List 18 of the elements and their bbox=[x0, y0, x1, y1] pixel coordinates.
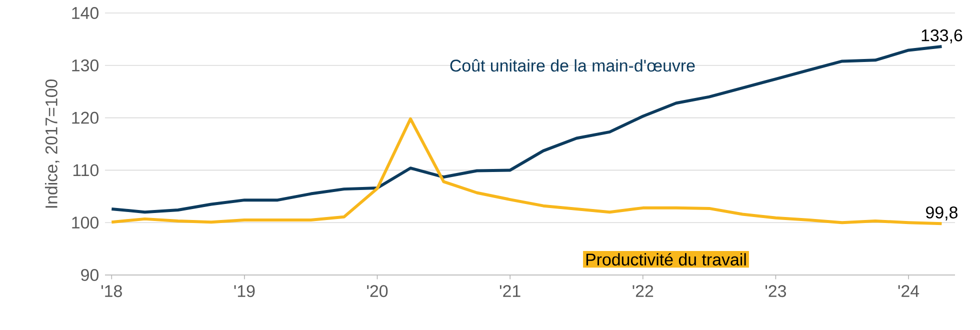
y-tick-label: 90 bbox=[81, 269, 98, 282]
x-tick-label: '19 bbox=[234, 285, 255, 298]
x-tick-label: '22 bbox=[632, 285, 654, 297]
data-label: 99,8 bbox=[926, 206, 958, 220]
data-label: 133,6 bbox=[922, 29, 962, 44]
series-label: Coût unitaire de la main-d'œuvre bbox=[450, 59, 695, 72]
x-tick-label: '20 bbox=[367, 285, 388, 298]
x-tick-label: '24 bbox=[898, 285, 920, 297]
y-tick-label: 100 bbox=[72, 216, 98, 229]
y-axis-title: Indice, 2017=100 bbox=[44, 79, 60, 208]
y-tick-label: 140 bbox=[72, 7, 98, 20]
x-tick-label: '18 bbox=[101, 285, 122, 298]
x-tick-label: '21 bbox=[500, 285, 520, 297]
text: Productivité du travail bbox=[586, 252, 746, 266]
y-tick-label: 110 bbox=[73, 164, 98, 176]
y-tick-label: 120 bbox=[72, 112, 98, 124]
y-tick-label: 130 bbox=[72, 59, 98, 72]
x-tick-label: '23 bbox=[766, 285, 786, 298]
